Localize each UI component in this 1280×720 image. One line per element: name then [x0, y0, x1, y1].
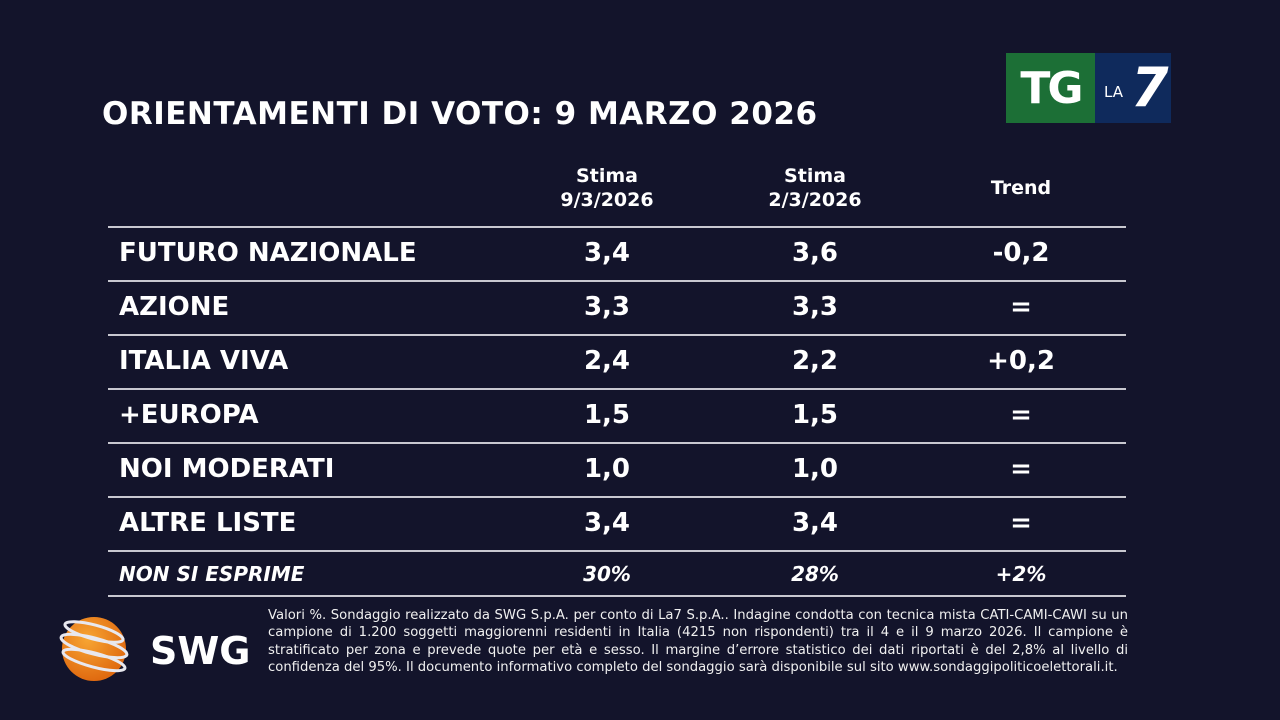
current-value: 1,5	[583, 400, 631, 430]
table-row: +EUROPA 1,5 1,5 =	[108, 388, 1126, 442]
previous-value: 3,3	[791, 292, 839, 322]
page-title: ORIENTAMENTI DI VOTO: 9 MARZO 2026	[102, 96, 818, 132]
trend-value: =	[1010, 400, 1032, 430]
party-name: NOI MODERATI	[119, 454, 335, 484]
party-name: +EUROPA	[119, 400, 259, 430]
previous-value: 3,6	[791, 238, 839, 268]
current-value: 3,3	[583, 292, 631, 322]
previous-value: 28%	[791, 562, 839, 586]
party-name: AZIONE	[119, 292, 230, 322]
trend-value: +2%	[995, 562, 1047, 586]
party-name: NON SI ESPRIME	[119, 562, 305, 586]
la7-logo-mark: LA 7	[1095, 53, 1171, 123]
current-value: 1,0	[583, 454, 631, 484]
trend-value: =	[1010, 508, 1032, 538]
previous-value: 1,0	[791, 454, 839, 484]
methodology-note: Valori %. Sondaggio realizzato da SWG S.…	[268, 608, 1128, 675]
table-row: NOI MODERATI 1,0 1,0 =	[108, 442, 1126, 496]
table-row: FUTURO NAZIONALE 3,4 3,6 -0,2	[108, 226, 1126, 280]
previous-value: 3,4	[791, 508, 839, 538]
table-row: AZIONE 3,3 3,3 =	[108, 280, 1126, 334]
poll-table: FUTURO NAZIONALE 3,4 3,6 -0,2 AZIONE 3,3 3,3 =…	[108, 226, 1126, 597]
trend-value: -0,2	[992, 238, 1050, 268]
header-line: Stima	[576, 165, 638, 187]
header-line: Trend	[990, 177, 1052, 199]
current-value: 3,4	[583, 238, 631, 268]
previous-value: 2,2	[791, 346, 839, 376]
party-name: ALTRE LISTE	[119, 508, 297, 538]
tg-la7-logo: TG LA 7	[1006, 53, 1171, 123]
trend-value: =	[1010, 454, 1032, 484]
table-row: ALTRE LISTE 3,4 3,4 =	[108, 496, 1126, 550]
column-header-previous: Stima 2/3/2026	[715, 164, 915, 212]
previous-value: 1,5	[791, 400, 839, 430]
table-row: ITALIA VIVA 2,4 2,2 +0,2	[108, 334, 1126, 388]
trend-value: =	[1010, 292, 1032, 322]
current-value: 3,4	[583, 508, 631, 538]
current-value: 2,4	[583, 346, 631, 376]
column-header-current: Stima 9/3/2026	[507, 164, 707, 212]
party-name: FUTURO NAZIONALE	[119, 238, 417, 268]
table-row-abstain: NON SI ESPRIME 30% 28% +2%	[108, 550, 1126, 597]
header-line: Stima	[784, 165, 846, 187]
tg-logo-mark: TG	[1006, 53, 1095, 123]
party-name: ITALIA VIVA	[119, 346, 289, 376]
header-date: 2/3/2026	[768, 189, 862, 211]
swg-globe-icon	[59, 617, 129, 681]
trend-value: +0,2	[987, 346, 1055, 376]
header-date: 9/3/2026	[560, 189, 654, 211]
current-value: 30%	[583, 562, 631, 586]
swg-logo-text: SWG	[150, 629, 251, 673]
column-header-trend: Trend	[921, 176, 1121, 200]
